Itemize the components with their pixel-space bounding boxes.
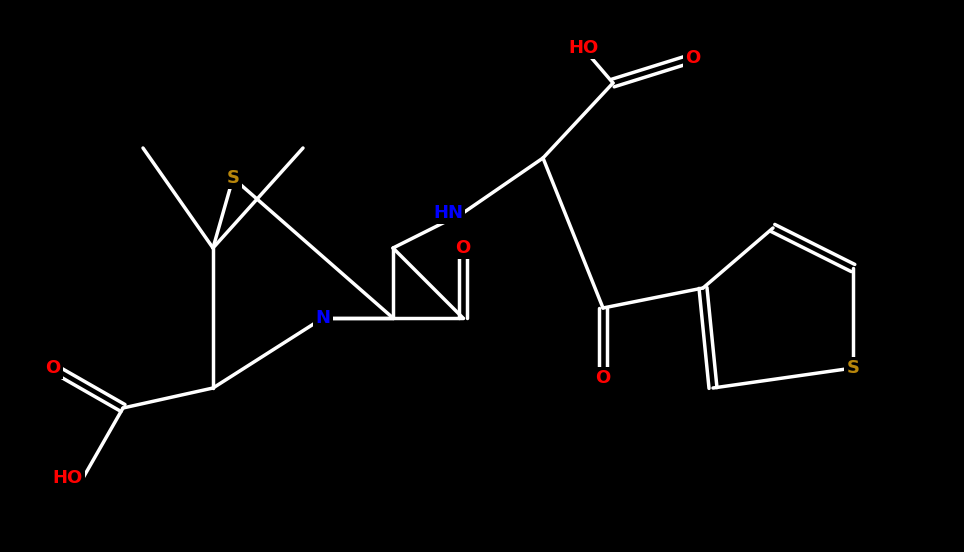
Text: S: S — [846, 359, 860, 377]
Text: S: S — [227, 169, 239, 187]
Text: HN: HN — [433, 204, 463, 222]
Text: HO: HO — [53, 469, 83, 487]
Text: HO: HO — [568, 39, 598, 57]
Text: O: O — [455, 239, 470, 257]
Text: O: O — [685, 49, 701, 67]
Text: O: O — [596, 369, 610, 387]
Text: N: N — [315, 309, 331, 327]
Text: O: O — [45, 359, 61, 377]
